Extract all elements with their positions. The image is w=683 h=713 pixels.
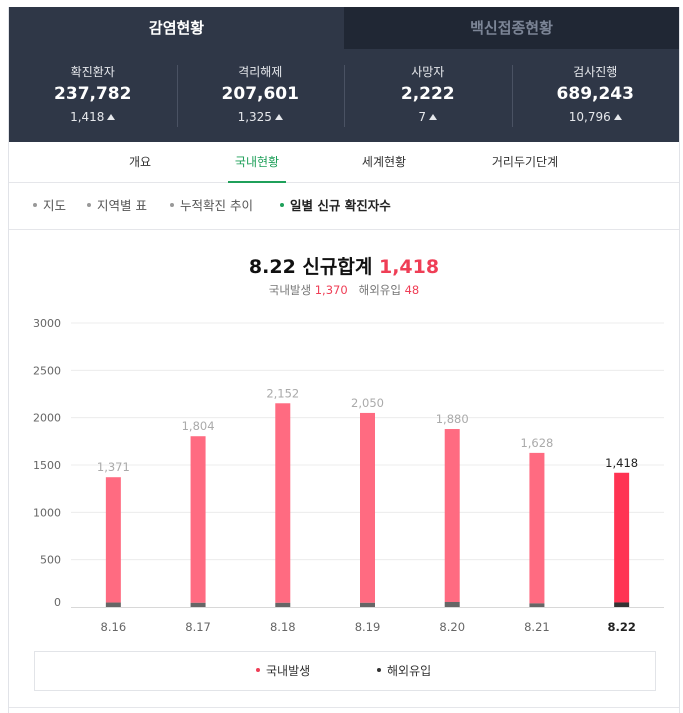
stat-testing: 검사진행 689,243 10,796 [511,59,680,131]
filter-label: 누적확진 추이 [180,198,253,213]
stat-value: 2,222 [400,84,455,104]
legend-label: 해외유입 [387,664,432,678]
chart-legend: 국내발생 해외유입 [34,651,656,691]
bar-domestic [190,436,206,603]
tab-vaccination-status[interactable]: 백신접종현황 [344,7,679,49]
filter-label: 지역별 표 [97,198,147,213]
imported-value: 48 [404,283,420,297]
up-arrow-icon [429,114,438,120]
bar-total-label: 1,804 [182,419,215,433]
y-tick-label: 500 [40,554,61,567]
subtab-world[interactable]: 세계현황 [361,155,407,169]
bar-imported [444,601,460,607]
filter-label: 지도 [43,198,67,213]
stat-released: 격리해제 207,601 1,325 [176,59,345,131]
stats-row: 확진환자 237,782 1,418 격리해제 207,601 1,325 사망… [9,59,679,131]
legend-label: 국내발생 [266,664,311,678]
y-tick-label: 2000 [33,412,61,425]
chart-filters: 지도 지역별 표 누적확진 추이 일별 신규 확진자수 [9,183,679,230]
bar-imported [105,602,121,607]
stat-label: 사망자 [411,65,445,79]
stat-value: 207,601 [221,84,299,104]
y-tick-label: 1000 [33,506,61,519]
y-tick-label: 3000 [33,317,61,330]
bar-imported [529,603,545,607]
stat-confirmed: 확진환자 237,782 1,418 [9,59,177,131]
bar-total-label: 1,880 [436,412,469,426]
x-tick-label: 8.18 [270,620,296,634]
filter-daily-new-cases[interactable]: 일별 신규 확진자수 [280,183,391,230]
stat-delta-value: 10,796 [568,110,611,124]
chart-subtitle: 국내발생 1,370 해외유입 48 [9,282,679,298]
bar-imported [360,602,375,607]
bar-domestic [360,412,375,603]
filter-region-table[interactable]: 지역별 표 [87,183,147,230]
filter-cumulative-trend[interactable]: 누적확진 추이 [170,183,253,230]
bullet-icon [280,203,284,207]
chart-title-prefix: 8.22 신규합계 [248,256,373,278]
stat-delta: 7 [344,107,512,127]
stat-label: 격리해제 [238,65,283,79]
chart-title-total: 1,418 [378,256,440,278]
x-tick-label: 8.19 [355,620,381,634]
up-arrow-icon [274,114,283,120]
stat-deaths: 사망자 2,222 7 [344,59,512,131]
x-tick-label: 8.17 [185,620,211,634]
stat-delta: 1,418 [9,107,177,127]
bar-total-label: 2,152 [266,386,299,400]
filter-label: 일별 신규 확진자수 [290,198,391,213]
subtab-distancing-level[interactable]: 거리두기단계 [491,155,559,169]
stat-delta-value: 1,418 [70,110,105,124]
tab-infection-status[interactable]: 감염현황 [9,7,344,49]
bar-domestic [444,429,460,602]
stat-value: 689,243 [556,84,634,104]
bullet-icon [170,203,174,207]
bar-total-label: 2,050 [351,396,384,410]
x-tick-label: 8.22 [607,620,635,634]
bullet-icon [87,203,91,207]
corona-status-panel: 감염현황 백신접종현황 확진환자 237,782 1,418 격리해제 207,… [8,7,680,713]
daily-cases-chart: 3000 2500 2000 1500 1000 500 0 1,371 8.16 1,804 8.… [33,317,664,634]
stat-label: 확진환자 [70,65,115,79]
bar-domestic [275,403,291,603]
bar-domestic [614,472,630,603]
bar-domestic [529,452,545,604]
bottom-divider [9,707,679,708]
bar-imported [275,602,291,607]
y-tick-label: 1500 [33,459,61,472]
imported-label: 해외유입 [358,283,401,297]
y-tick-label: 2500 [33,364,61,377]
x-tick-label: 8.21 [524,620,550,634]
stat-delta-value: 1,325 [237,110,272,124]
bullet-icon [33,203,37,207]
stat-delta: 10,796 [512,107,680,127]
stat-label: 검사진행 [573,65,618,79]
bar-total-label: 1,628 [520,436,553,450]
up-arrow-icon [613,114,622,120]
domestic-label: 국내발생 [268,283,312,297]
domestic-value: 1,370 [314,283,348,297]
bar-domestic [105,477,121,603]
stat-value: 237,782 [54,84,132,104]
up-arrow-icon [107,114,116,120]
subtab-overview[interactable]: 개요 [128,155,152,169]
summary-header: 감염현황 백신접종현황 확진환자 237,782 1,418 격리해제 207,… [9,7,679,142]
stat-delta: 1,325 [177,107,345,127]
bar-imported [190,602,206,607]
filter-map[interactable]: 지도 [33,183,66,230]
x-tick-label: 8.16 [101,620,127,634]
bar-total-label: 1,418 [605,456,638,470]
bar-imported [614,602,630,607]
x-tick-label: 8.20 [439,620,465,634]
sub-tabs: 개요 국내현황 세계현황 거리두기단계 [9,142,679,183]
legend-dot-icon [256,668,260,672]
chart-title: 8.22 신규합계 1,418 [9,252,679,279]
legend-imported[interactable]: 해외유입 [377,652,431,690]
legend-domestic[interactable]: 국내발생 [256,652,310,690]
bar-total-label: 1,371 [97,460,130,474]
subtab-domestic[interactable]: 국내현황 [228,142,286,183]
stat-delta-value: 7 [418,110,427,124]
legend-dot-icon [377,668,381,672]
y-tick-label: 0 [54,596,61,609]
